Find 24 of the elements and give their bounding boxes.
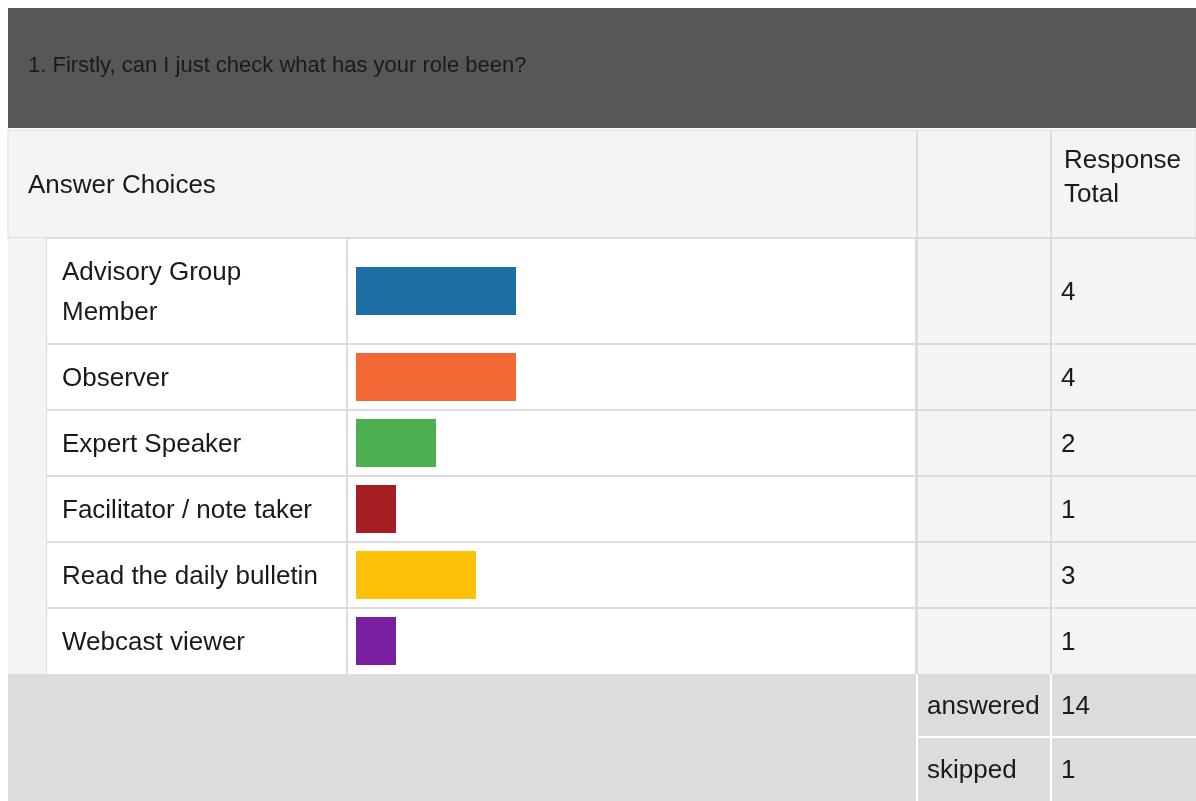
text: 1 — [1061, 754, 1076, 784]
data-label: 1 — [1061, 494, 1076, 524]
y-tick-label: Observer — [62, 362, 170, 392]
y-tick-label: Advisory Group Member — [62, 256, 242, 326]
data-label: 4 — [1061, 276, 1076, 306]
text: answered — [927, 690, 1040, 720]
y-tick-label: Expert Speaker — [62, 428, 242, 458]
y-tick-label: Facilitator / note taker — [62, 494, 313, 524]
y-tick-label: Webcast viewer — [62, 626, 246, 656]
bar — [356, 419, 436, 467]
data-label: 1 — [1061, 626, 1076, 656]
bar — [356, 485, 396, 533]
text: 14 — [1061, 690, 1090, 720]
chart-title: 1. Firstly, can I just check what has your role been? — [28, 52, 527, 77]
text: Answer Choices — [28, 169, 216, 199]
bar — [356, 551, 476, 599]
data-label: 2 — [1061, 428, 1076, 458]
bar — [356, 617, 396, 665]
text: Response Total — [1064, 144, 1182, 208]
bar — [356, 353, 516, 401]
data-label: 4 — [1061, 362, 1076, 392]
y-tick-label: Read the daily bulletin — [62, 560, 318, 590]
data-label: 3 — [1061, 560, 1076, 590]
text: skipped — [927, 754, 1017, 784]
